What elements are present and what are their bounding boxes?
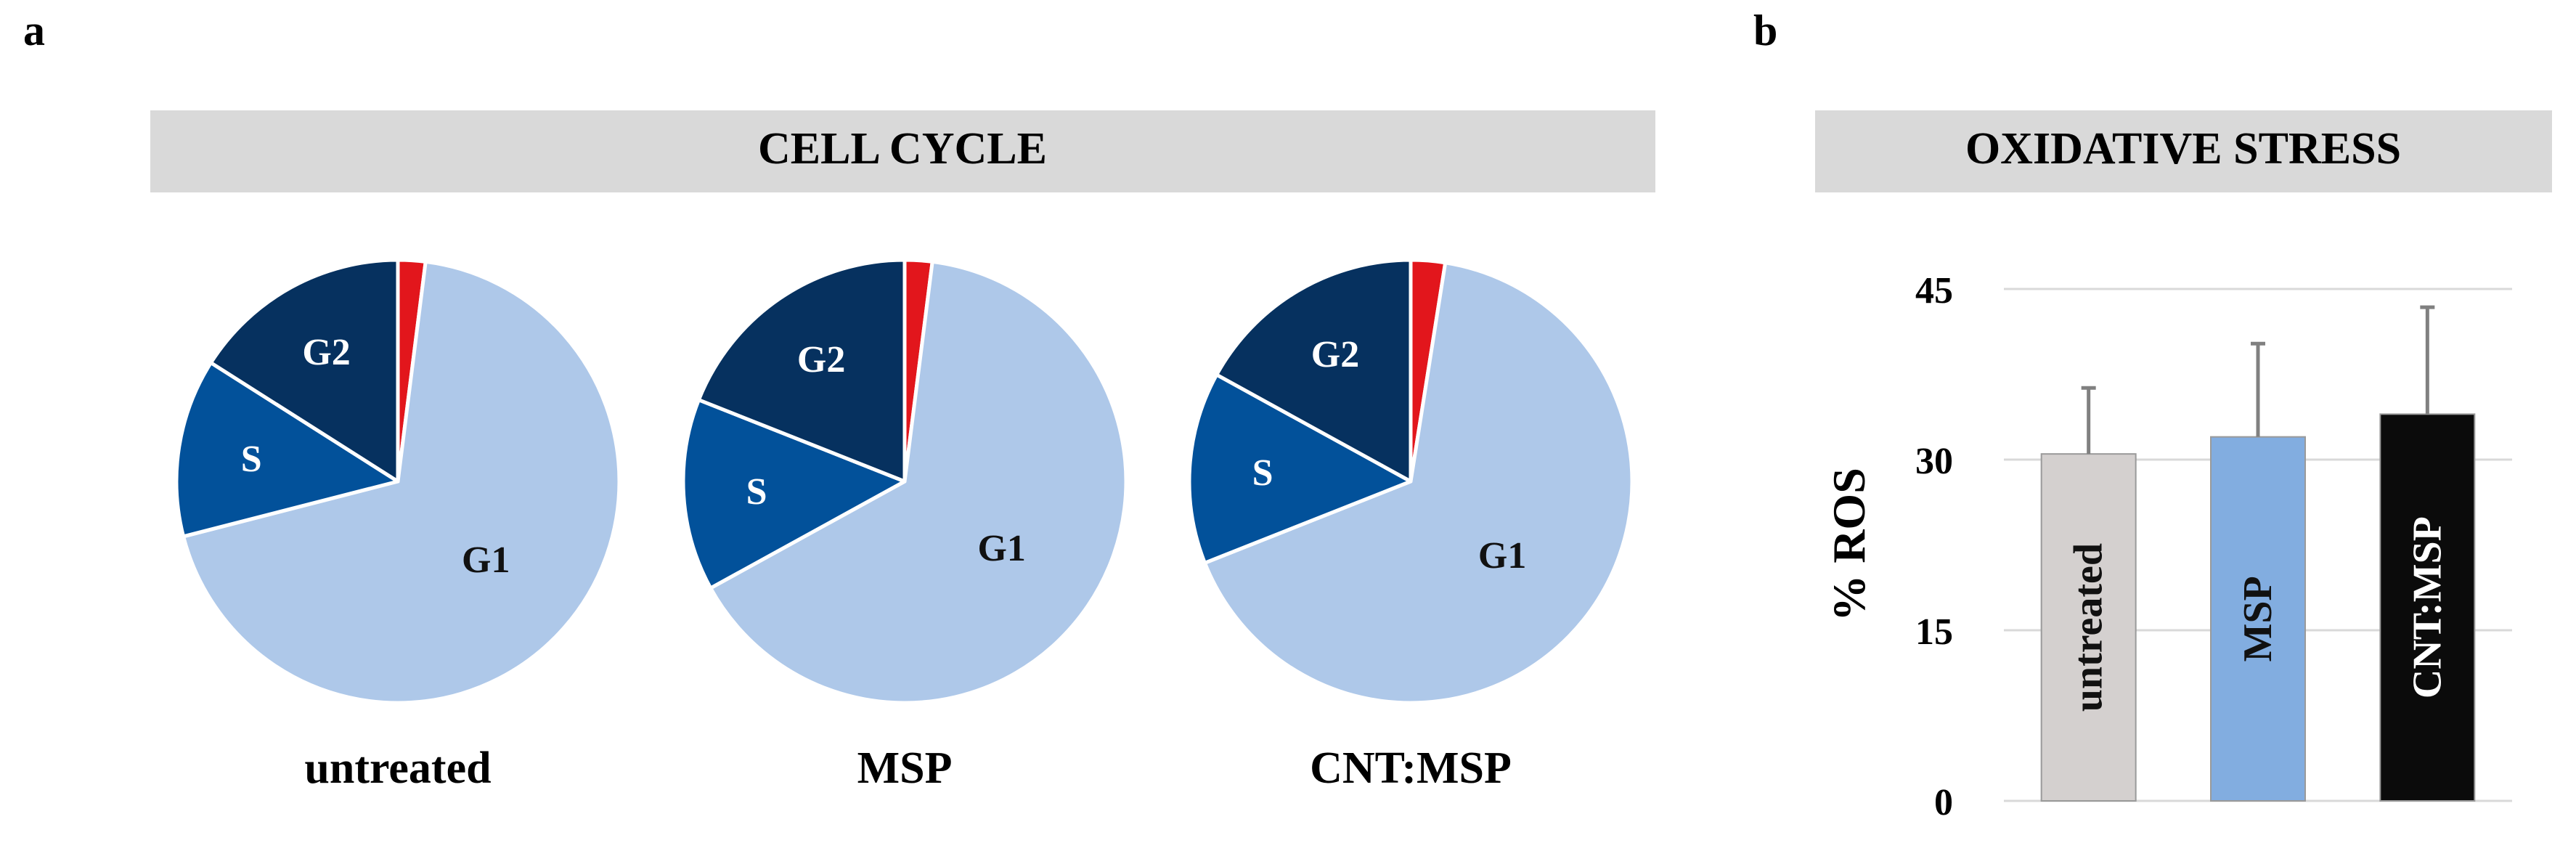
bar-label: untreated — [2066, 543, 2111, 712]
pie-slice-label-s: S — [746, 471, 767, 513]
pie-charts: G1 S G2 untreated G1 S G2 MSP G1 S G2 CNT:MSP — [174, 258, 1634, 793]
bar-cnt-msp — [2379, 413, 2476, 802]
pie-slice-g1 — [1202, 261, 1634, 705]
pie-slice-label-g1: G1 — [1478, 535, 1526, 577]
panel-b-header-bg — [1815, 110, 2552, 192]
y-tick-label: 45 — [1915, 270, 1953, 311]
bar-untreated — [2040, 453, 2137, 802]
panel-a-header-bg — [150, 110, 1655, 192]
pie-slice-label-g2: G2 — [302, 332, 350, 373]
pie-slice-s — [681, 398, 907, 590]
bar-chart: 0 15 30 45 % ROS untreated MSP CNT:MSP — [1823, 270, 2512, 823]
pie-chart-2: G1 S G2 CNT:MSP — [1187, 258, 1634, 793]
pie-title: CNT:MSP — [1310, 744, 1512, 793]
panel-b-letter: b — [1753, 7, 1777, 54]
pie-slice-g2 — [1215, 258, 1413, 484]
pie-title: untreated — [304, 744, 491, 793]
y-tick-label: 0 — [1934, 782, 1953, 823]
y-axis-label: % ROS — [1823, 468, 1875, 622]
pie-chart-0: G1 S G2 untreated — [174, 258, 621, 793]
pie-slice-g2 — [696, 258, 907, 484]
pie-title: MSP — [857, 744, 953, 793]
pie-chart-1: G1 S G2 MSP — [681, 258, 1128, 793]
pie-slice-label-s: S — [1252, 452, 1273, 494]
pie-slice-label-g2: G2 — [797, 339, 845, 380]
panel-b-header: OXIDATIVE STRESS — [1965, 124, 2401, 174]
pie-slice-label-g2: G2 — [1311, 334, 1359, 375]
pie-slice-label-g1: G1 — [462, 539, 510, 581]
pie-slice-s — [174, 361, 400, 539]
panel-a-header: CELL CYCLE — [758, 124, 1047, 174]
bar-label: MSP — [2235, 576, 2281, 661]
pie-slice-label-s: S — [241, 439, 262, 480]
pie-slice-g1 — [709, 259, 1128, 705]
bar-label: CNT:MSP — [2405, 516, 2450, 699]
panel-a-letter: a — [23, 7, 45, 54]
bar-msp — [2210, 436, 2306, 802]
pie-slice-g1 — [182, 259, 621, 705]
pie-slice-s — [1187, 372, 1413, 565]
pie-slice-label-g1: G1 — [977, 528, 1025, 569]
y-tick-label: 15 — [1915, 611, 1953, 653]
y-tick-label: 30 — [1915, 441, 1953, 482]
pie-slice-g2 — [208, 258, 400, 484]
